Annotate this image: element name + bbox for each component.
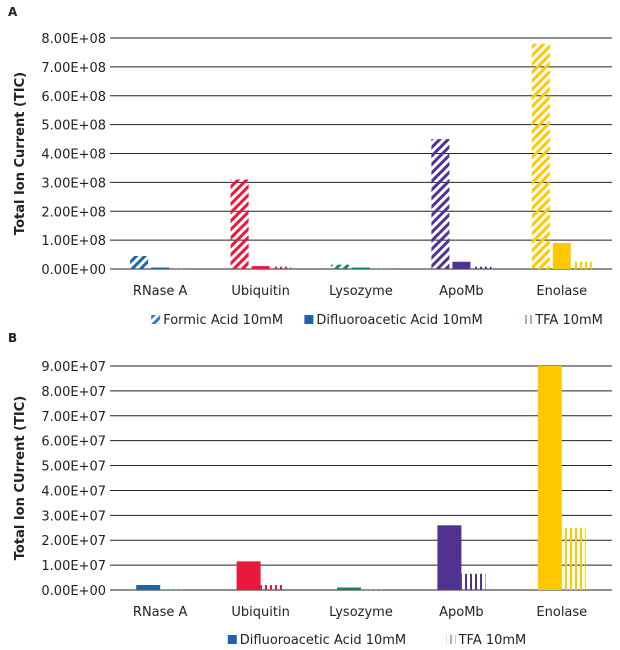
- bar-tfa-10mm-apomb: [473, 266, 492, 269]
- panel-label: A: [8, 5, 18, 19]
- y-tick-label: 8.00E+08: [41, 32, 106, 47]
- bar-difluoroacetic-acid-10mm-lysozyme: [337, 587, 361, 590]
- bar-difluoroacetic-acid-10mm-enolase: [552, 243, 571, 269]
- legend-label: Formic Acid 10mM: [163, 313, 283, 328]
- bar-formic-acid-10mm-lysozyme: [331, 264, 349, 269]
- legend-label: TFA 10mM: [458, 633, 527, 648]
- bar-tfa-10mm-lysozyme: [373, 268, 391, 270]
- y-tick-label: 6.00E+08: [41, 90, 106, 105]
- bar-tfa-10mm-enolase: [561, 527, 586, 590]
- bar-difluoroacetic-acid-10mm-rnase-a: [151, 267, 170, 269]
- x-tick-label: Ubiquitin: [231, 605, 289, 620]
- bar-tfa-10mm-ubiquitin: [272, 266, 291, 269]
- x-tick-label: Enolase: [536, 284, 587, 299]
- legend-label: Difluoroacetic Acid 10mM: [316, 313, 482, 328]
- y-tick-label: 2.00E+08: [41, 205, 106, 220]
- bar-difluoroacetic-acid-10mm-ubiquitin: [236, 561, 261, 590]
- y-tick-label: 5.00E+08: [41, 119, 106, 134]
- y-axis-label: Total Ion Current (TIC): [13, 72, 28, 235]
- x-tick-label: RNase A: [133, 605, 188, 620]
- y-tick-label: 0.00E+00: [41, 263, 106, 278]
- legend-swatch: [523, 315, 533, 324]
- bar-tfa-10mm-enolase: [573, 261, 592, 269]
- y-tick-label: 3.00E+07: [41, 509, 106, 524]
- legend-swatch: [227, 635, 237, 644]
- legend-swatch: [304, 315, 314, 324]
- x-tick-label: ApoMb: [439, 284, 484, 299]
- y-tick-label: 5.00E+07: [41, 460, 106, 475]
- bar-difluoroacetic-acid-10mm-enolase: [537, 366, 562, 590]
- y-tick-label: 9.00E+07: [41, 360, 106, 375]
- legend-swatch: [151, 315, 161, 324]
- y-tick-label: 6.00E+07: [41, 435, 106, 450]
- bar-formic-acid-10mm-enolase: [531, 43, 550, 270]
- bar-tfa-10mm-apomb: [461, 573, 486, 590]
- y-tick-label: 4.00E+08: [41, 148, 106, 163]
- y-tick-label: 4.00E+07: [41, 484, 106, 499]
- y-tick-label: 1.00E+08: [41, 234, 106, 249]
- y-tick-label: 1.00E+07: [41, 559, 106, 574]
- legend-label: TFA 10mM: [534, 313, 603, 328]
- y-axis-label: Total Ion CUrrent (TIC): [13, 396, 28, 560]
- y-tick-label: 8.00E+07: [41, 385, 106, 400]
- chart-b: B Total Ion CUrrent (TIC) 0.00E+00 1.00E+07…: [8, 331, 612, 648]
- bar-difluoroacetic-acid-10mm-apomb: [437, 525, 462, 590]
- x-tick-label: Lysozyme: [329, 284, 393, 299]
- legend-swatch: [446, 635, 456, 644]
- x-tick-label: Lysozyme: [329, 605, 393, 620]
- x-tick-label: Enolase: [536, 605, 587, 620]
- chart-a: A Total Ion Current (TIC) 0.00E+00 1.00E+08…: [8, 5, 612, 328]
- bar-formic-acid-10mm-rnase-a: [130, 256, 149, 269]
- legend-label: Difluoroacetic Acid 10mM: [240, 633, 406, 648]
- bar-difluoroacetic-acid-10mm-rnase-a: [136, 585, 161, 590]
- y-tick-label: 2.00E+07: [41, 534, 106, 549]
- panel-label: B: [8, 331, 17, 345]
- bar-difluoroacetic-acid-10mm-lysozyme: [352, 267, 370, 269]
- y-tick-label: 7.00E+07: [41, 410, 106, 425]
- y-tick-label: 7.00E+08: [41, 61, 106, 76]
- bar-tfa-10mm-rnase-a: [160, 589, 185, 591]
- bar-formic-acid-10mm-apomb: [431, 139, 450, 269]
- y-tick-label: 0.00E+00: [41, 584, 106, 599]
- x-tick-label: ApoMb: [439, 605, 484, 620]
- bar-formic-acid-10mm-ubiquitin: [230, 179, 249, 269]
- x-tick-label: RNase A: [133, 284, 188, 299]
- bar-tfa-10mm-lysozyme: [361, 589, 385, 591]
- x-tick-label: Ubiquitin: [231, 284, 289, 299]
- y-tick-label: 3.00E+08: [41, 176, 106, 191]
- bar-tfa-10mm-ubiquitin: [260, 585, 285, 590]
- bar-difluoroacetic-acid-10mm-ubiquitin: [251, 266, 270, 269]
- bar-tfa-10mm-rnase-a: [172, 268, 191, 270]
- bar-difluoroacetic-acid-10mm-apomb: [452, 261, 471, 269]
